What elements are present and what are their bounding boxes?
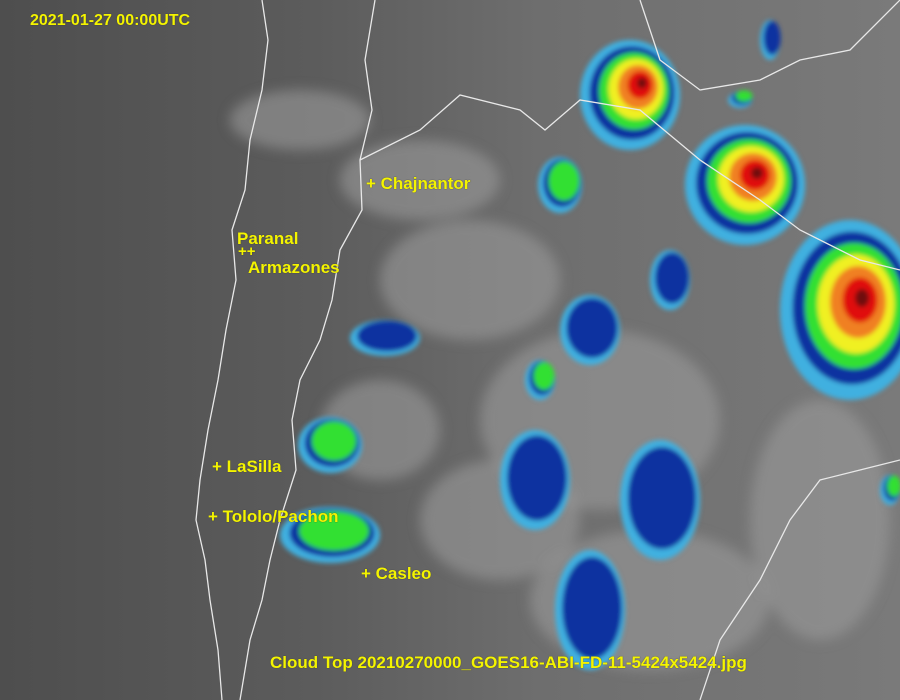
storm-cell [533,362,555,390]
timestamp: 2021-01-27 00:00UTC [30,12,191,29]
storm-cell [299,511,369,551]
storm-cell [311,421,357,461]
storm-cell [628,447,696,549]
cloud-area [230,90,370,150]
site-lasilla: + LaSilla [212,457,282,476]
site-armazones: Armazones [248,258,340,277]
storm-cell [637,77,647,89]
site-casleo: + Casleo [361,564,432,583]
cloud-area [750,400,890,640]
cloud-area [340,140,500,220]
site-paranal-marker: ++ [238,243,256,260]
storm-cell [655,252,689,304]
storm-cell [763,21,781,55]
site-paranal: Paranal [237,229,299,248]
storm-cell [548,161,580,201]
site-chajnantor: + Chajnantor [366,174,471,193]
bolivia-border [359,94,900,271]
storm-cell [507,435,567,521]
coastline [195,0,269,700]
storm-cell [566,298,618,358]
storm-cell [735,90,753,102]
paraguay-border [639,0,900,91]
storm-cell [751,167,763,179]
borders [195,0,900,700]
chile-argentina-border [239,0,376,700]
storm-cell [357,320,417,352]
image-caption: Cloud Top 20210270000_GOES16-ABI-FD-11-5… [270,653,747,672]
site-tololo-pachon: + Tololo/Pachon [208,507,339,526]
storm-cell [562,557,622,659]
cloud-area [380,220,560,340]
uruguay-border [699,459,900,700]
storm-cell [887,475,900,497]
storm-cell [855,289,869,307]
